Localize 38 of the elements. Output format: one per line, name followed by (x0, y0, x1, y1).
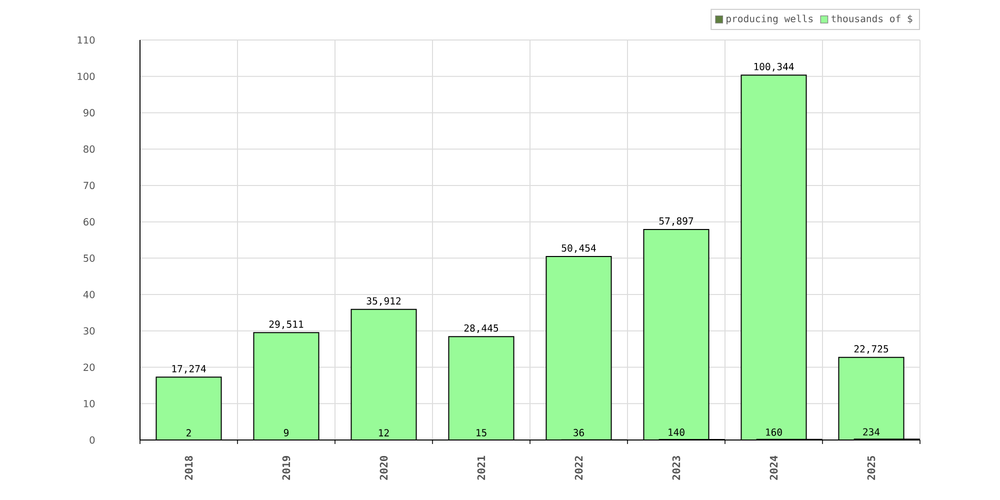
annotation: 22,725 (854, 345, 888, 354)
x-tick-label: 2020 (380, 456, 388, 480)
annotation: 9 (284, 429, 289, 436)
annotation: 36 (574, 428, 584, 436)
annotation: 35,912 (366, 297, 400, 306)
annotation: 50,454 (562, 244, 596, 253)
annotation: 12 (379, 429, 389, 436)
annotation: 57,897 (659, 217, 694, 226)
x-tick-label: 2019 (282, 456, 290, 480)
y-tick-label: 0 (90, 436, 95, 444)
y-tick-label: 30 (84, 327, 95, 335)
y-tick-label: 50 (84, 254, 95, 262)
x-tick-label: 2021 (477, 456, 486, 480)
annotation: 15 (476, 429, 486, 436)
x-tick-label: 2023 (672, 456, 680, 480)
x-tick-label: 2024 (770, 456, 778, 480)
x-tick-label: 2022 (574, 456, 583, 480)
y-tick-label: 70 (84, 182, 95, 190)
annotation: 2 (186, 429, 191, 436)
annotation: 140 (668, 428, 684, 436)
y-tick-label: 80 (84, 145, 95, 153)
y-tick-label: 90 (84, 109, 95, 116)
x-tick-label: 2025 (867, 456, 876, 480)
annotation: 234 (863, 428, 880, 436)
annotation: 160 (766, 428, 782, 436)
y-tick-label: 100 (78, 72, 95, 80)
annotation: 100,344 (754, 62, 794, 72)
y-tick-label: 10 (84, 400, 95, 408)
annotation: 17,274 (172, 365, 206, 374)
legend-label: thousands of $ (831, 14, 912, 24)
y-tick-label: 60 (84, 218, 95, 226)
legend-label: producing wells (726, 14, 813, 24)
y-tick-label: 20 (84, 364, 95, 371)
y-tick-label: 110 (78, 36, 95, 44)
annotation: 28,445 (464, 324, 498, 333)
x-tick-label: 2018 (184, 456, 193, 480)
annotation: 29,511 (269, 320, 304, 330)
y-tick-label: 40 (83, 290, 95, 298)
